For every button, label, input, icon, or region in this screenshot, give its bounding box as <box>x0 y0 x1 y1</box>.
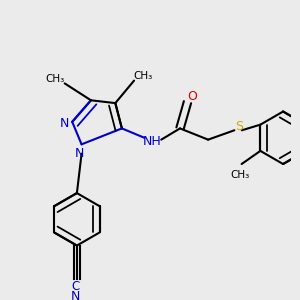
Text: CH₃: CH₃ <box>134 71 153 81</box>
Text: O: O <box>187 90 197 103</box>
Text: NH: NH <box>142 135 161 148</box>
Text: N: N <box>70 290 80 300</box>
Text: N: N <box>60 117 69 130</box>
Text: CH₃: CH₃ <box>46 74 65 84</box>
Text: CH₃: CH₃ <box>230 170 249 180</box>
Text: N: N <box>75 147 84 160</box>
Text: S: S <box>235 120 243 133</box>
Text: C: C <box>71 280 79 293</box>
